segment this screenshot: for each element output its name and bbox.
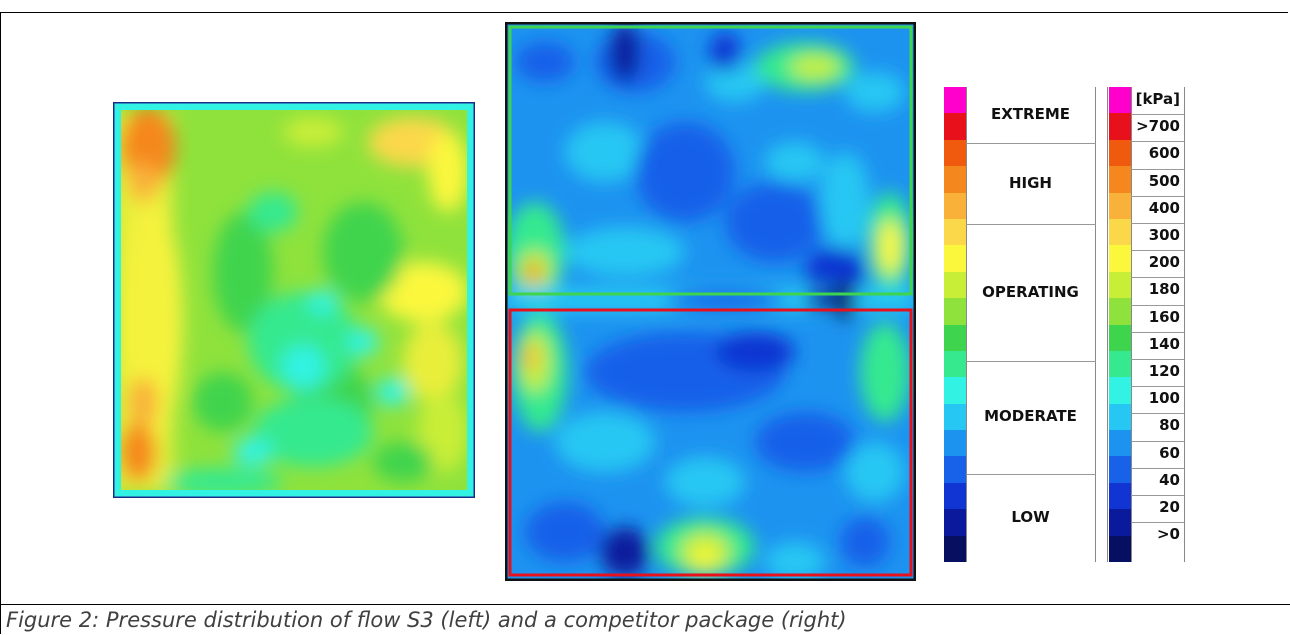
legend-color-swatch xyxy=(1109,218,1131,246)
legend-category-extreme: EXTREME xyxy=(990,104,1070,123)
legend-color-swatch xyxy=(944,298,966,325)
legend-value: >0 xyxy=(1156,525,1180,544)
legend-value: 180 xyxy=(1148,280,1180,299)
legend-value: 400 xyxy=(1148,198,1180,217)
legend-color-swatch xyxy=(944,87,966,114)
legend-row-divider xyxy=(1131,467,1184,469)
legend-value: 120 xyxy=(1148,362,1180,380)
legend-color-swatch xyxy=(944,245,966,273)
legend-row-divider xyxy=(1131,277,1184,279)
legend-color-swatch xyxy=(944,166,966,194)
legend-color-swatch xyxy=(1109,166,1131,194)
legend-color-swatch xyxy=(944,456,966,484)
legend-color-swatch xyxy=(944,430,966,457)
caption-divider xyxy=(0,604,1290,605)
legend-color-swatch xyxy=(1109,271,1131,299)
legend-row-divider xyxy=(1131,195,1184,197)
legend-color-swatch xyxy=(944,377,966,405)
legend-color-swatch xyxy=(1109,403,1131,431)
legend-category-divider xyxy=(966,473,1096,475)
legend-category-divider xyxy=(966,142,1096,144)
legend-row-divider xyxy=(1131,141,1184,143)
pressure-legend: [kPa] >700 600 500 400 300 200 180 160 140 120 100 8… xyxy=(944,87,1185,563)
legend-value: 600 xyxy=(1148,144,1180,163)
legend-color-swatch xyxy=(944,192,966,220)
legend-row-divider xyxy=(1131,168,1184,170)
pressure-map-competitor xyxy=(505,22,916,581)
legend-value: 200 xyxy=(1148,253,1180,272)
legend-color-swatch xyxy=(944,350,966,378)
legend-row-divider xyxy=(1131,304,1184,306)
legend-category-high: HIGH xyxy=(1008,173,1052,192)
legend-row-divider xyxy=(1131,522,1184,524)
legend-color-swatch xyxy=(1109,324,1131,352)
legend-divider xyxy=(1184,87,1185,562)
legend-row-divider xyxy=(1131,413,1184,415)
legend-divider xyxy=(1107,87,1108,562)
legend-value: 60 xyxy=(1159,443,1180,462)
legend-value: 500 xyxy=(1148,171,1180,190)
legend-row-divider xyxy=(1131,495,1184,496)
pressure-map-flow-s3 xyxy=(113,102,475,498)
legend-value: 300 xyxy=(1148,226,1180,244)
legend-color-swatch xyxy=(1109,113,1131,141)
legend-row-divider xyxy=(1131,440,1184,442)
legend-divider xyxy=(1095,87,1096,562)
legend-color-swatch xyxy=(944,113,966,141)
legend-color-swatch xyxy=(944,324,966,352)
legend-value: 160 xyxy=(1148,307,1180,326)
legend-color-swatch xyxy=(944,403,966,431)
legend-color-swatch xyxy=(944,482,966,510)
legend-category-divider xyxy=(966,360,1096,362)
legend-value: 40 xyxy=(1159,470,1180,489)
legend-color-swatch xyxy=(944,139,966,167)
legend-color-swatch xyxy=(1109,377,1131,405)
legend-value: 100 xyxy=(1148,389,1180,408)
legend-row-divider xyxy=(1131,331,1184,333)
legend-row-divider xyxy=(1131,114,1184,116)
legend-color-swatch xyxy=(1109,350,1131,378)
legend-divider xyxy=(966,87,967,562)
legend-color-swatch xyxy=(1109,192,1131,220)
legend-value: 140 xyxy=(1148,334,1180,353)
figure-caption: Figure 2: Pressure distribution of flow … xyxy=(6,608,847,632)
legend-category-operating: OPERATING xyxy=(982,282,1079,301)
legend-category-low: LOW xyxy=(1011,507,1050,526)
legend-row-divider xyxy=(1131,223,1184,224)
legend-color-swatch xyxy=(944,509,966,537)
legend-color-swatch xyxy=(1109,482,1131,510)
legend-color-swatch xyxy=(944,535,966,563)
legend-color-swatch xyxy=(1109,509,1131,537)
legend-color-swatch xyxy=(1109,456,1131,484)
legend-unit: [kPa] xyxy=(1135,90,1180,108)
legend-row-divider xyxy=(1131,250,1184,252)
legend-row-divider xyxy=(1131,386,1184,388)
legend-color-swatch xyxy=(1109,245,1131,273)
legend-color-swatch xyxy=(1109,139,1131,167)
legend-color-swatch xyxy=(1109,87,1131,114)
legend-value: 20 xyxy=(1159,498,1180,516)
legend-color-swatch xyxy=(1109,535,1131,563)
legend-row-divider xyxy=(1131,359,1184,360)
legend-category-divider xyxy=(966,224,1096,226)
legend-color-swatch xyxy=(944,271,966,299)
legend-color-swatch xyxy=(1109,430,1131,457)
legend-color-swatch xyxy=(1109,298,1131,325)
figure-frame xyxy=(0,12,1288,634)
legend-category-moderate: MODERATE xyxy=(984,407,1077,426)
legend-value: >700 xyxy=(1136,117,1180,136)
legend-color-swatch xyxy=(944,218,966,246)
legend-value: 80 xyxy=(1159,416,1180,435)
legend-divider xyxy=(1131,87,1132,562)
